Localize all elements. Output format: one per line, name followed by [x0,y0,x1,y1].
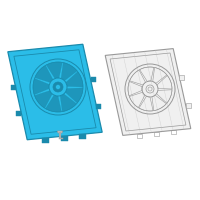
Polygon shape [8,44,102,140]
Circle shape [33,62,83,112]
FancyBboxPatch shape [61,136,68,141]
FancyBboxPatch shape [96,104,101,109]
FancyBboxPatch shape [11,85,16,90]
FancyBboxPatch shape [42,138,49,143]
Polygon shape [45,95,61,112]
Polygon shape [60,94,77,112]
Circle shape [53,82,63,92]
Polygon shape [35,65,53,82]
Circle shape [49,78,67,96]
Polygon shape [58,131,62,133]
FancyBboxPatch shape [179,75,184,80]
FancyBboxPatch shape [79,134,86,139]
Polygon shape [66,72,83,87]
Circle shape [30,59,86,115]
FancyBboxPatch shape [186,103,191,108]
FancyBboxPatch shape [91,77,96,82]
Polygon shape [14,50,96,134]
Polygon shape [65,88,83,103]
Polygon shape [33,78,49,95]
Polygon shape [105,49,191,135]
Circle shape [56,84,60,90]
Polygon shape [35,91,52,108]
Polygon shape [46,62,62,79]
Polygon shape [61,63,77,81]
FancyBboxPatch shape [16,111,21,116]
